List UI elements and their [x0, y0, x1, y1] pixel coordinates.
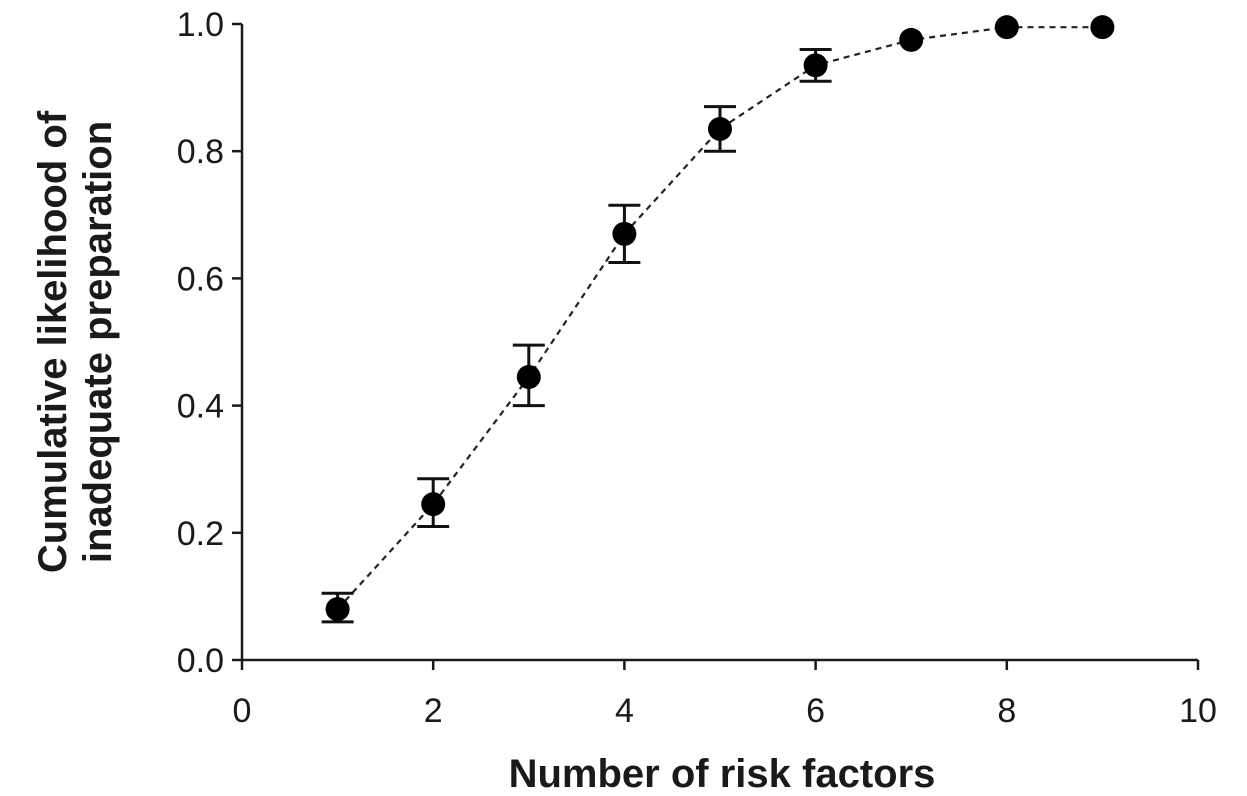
y-ticks: 0.0 0.2 0.4 0.6 0.8 1.0	[177, 6, 242, 680]
data-point	[421, 492, 446, 517]
x-tick-label: 8	[997, 692, 1016, 730]
x-tick-label: 6	[806, 692, 825, 730]
series-line	[336, 26, 1103, 610]
y-tick-label: 0.6	[177, 260, 224, 298]
x-tick-label: 4	[615, 692, 634, 730]
axes	[240, 24, 1198, 662]
y-tick-label: 0.2	[177, 515, 224, 553]
y-axis-title: Cumulative likelihood of inadequate prep…	[31, 110, 120, 573]
data-point	[803, 53, 828, 78]
x-tick-label: 2	[424, 692, 443, 730]
x-ticks: 0 2 4 6 8 10	[233, 660, 1217, 730]
data-point	[994, 15, 1019, 40]
y-tick-label: 0.0	[177, 642, 224, 680]
y-axis-title-line-1: Cumulative likelihood of	[31, 110, 75, 573]
x-tick-label: 10	[1179, 692, 1217, 730]
data-point	[1090, 15, 1115, 40]
data-point	[612, 221, 637, 246]
data-point	[516, 364, 541, 389]
data-point	[708, 116, 732, 141]
y-tick-label: 0.4	[177, 388, 224, 426]
x-tick-label: 0	[233, 692, 252, 730]
y-tick-label: 1.0	[177, 6, 224, 44]
x-axis-title: Number of risk factors	[509, 752, 936, 796]
y-axis-title-line-2: inadequate preparation	[76, 121, 120, 563]
series-layer	[321, 15, 1115, 624]
data-point	[899, 27, 924, 52]
data-point	[325, 597, 350, 622]
y-tick-label: 0.8	[177, 133, 224, 171]
